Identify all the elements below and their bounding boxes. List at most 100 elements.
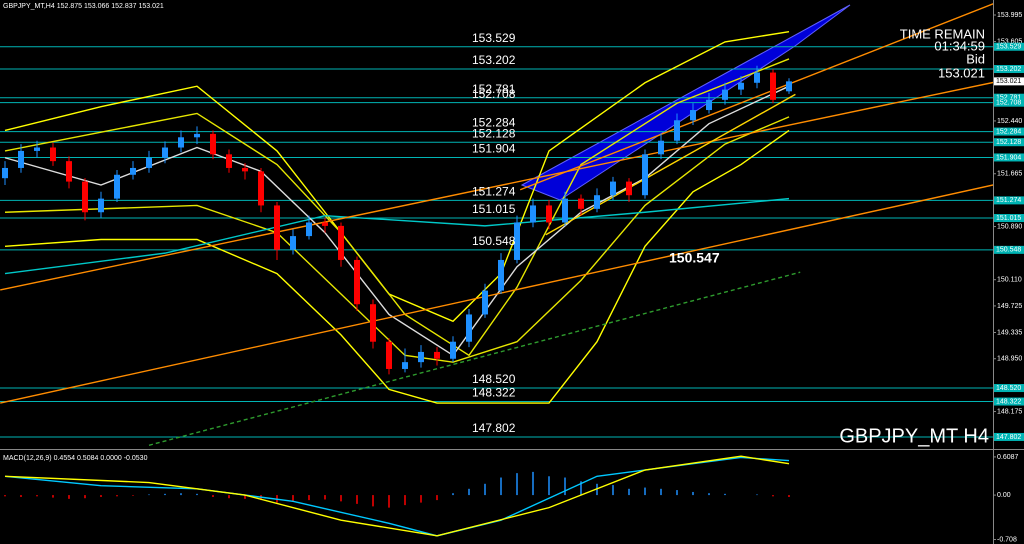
candle-body: [434, 351, 440, 359]
level-axis-box: [994, 384, 1024, 393]
candle-body: [258, 171, 264, 206]
y-tick-label: 148.175: [997, 408, 1022, 415]
price-area: [0, 3, 993, 446]
candle-body: [722, 89, 728, 100]
candle-body: [498, 259, 504, 291]
candle-body: [2, 167, 8, 179]
y-tick-label: 151.665: [997, 171, 1022, 178]
trendline: [0, 81, 993, 291]
candle-body: [562, 198, 568, 223]
candle-body: [578, 198, 584, 209]
price-box: [994, 77, 1024, 86]
macd-line: [4, 455, 790, 537]
level-axis-box: [994, 214, 1024, 223]
level-axis-label: 153.529: [996, 44, 1021, 51]
y-tick-label: 149.335: [997, 329, 1022, 336]
level-axis-label: 148.520: [996, 385, 1021, 392]
candle-body: [658, 140, 664, 155]
indicator-line: [4, 197, 790, 275]
candle-body: [162, 147, 168, 158]
level-axis-box: [994, 432, 1024, 441]
macd-tick-label: 0.00: [997, 492, 1011, 499]
candle-body: [690, 110, 696, 121]
candle-body: [594, 195, 600, 209]
level-axis-label: 153.202: [996, 66, 1021, 73]
candle-body: [242, 167, 248, 172]
candle-body: [450, 341, 456, 359]
candle-body: [738, 82, 744, 90]
level-axis-label: 151.015: [996, 215, 1021, 222]
level-axis-box: [994, 138, 1024, 147]
candle-body: [466, 314, 472, 342]
macd-tick-label: -0.708: [997, 536, 1017, 543]
candle-body: [194, 133, 200, 138]
macd-tick-label: 0.6087: [997, 454, 1019, 461]
candle-body: [706, 99, 712, 111]
indicator-line: [4, 85, 790, 357]
time-remain-label: TIME REMAIN: [900, 26, 985, 41]
candle-body: [418, 351, 424, 363]
trendline: [0, 184, 993, 404]
candle-body: [178, 137, 184, 148]
candle-body: [210, 133, 216, 155]
bid-value: 153.021: [938, 65, 985, 80]
level-axis-label: 147.802: [996, 434, 1021, 441]
candle-body: [50, 147, 56, 162]
time-remain: 01:34:59: [934, 38, 985, 53]
price-annotation: 150.547: [669, 250, 720, 266]
level-label: 151.274: [472, 185, 516, 199]
candle-body: [530, 205, 536, 223]
macd-header: MACD(12,26,9) 0.4554 0.5084 0.0000 -0.05…: [3, 455, 148, 462]
y-tick-label: 149.725: [997, 303, 1022, 310]
level-axis-box: [994, 65, 1024, 74]
symbol-header: GBPJPY_MT,H4 152.875 153.066 152.837 153…: [3, 3, 164, 10]
candle-body: [306, 222, 312, 237]
candle-body: [370, 304, 376, 342]
level-axis-label: 152.284: [996, 128, 1021, 135]
level-axis-box: [994, 42, 1024, 51]
level-label: 151.904: [472, 142, 516, 156]
indicator-line: [4, 58, 790, 357]
candle-body: [146, 157, 152, 168]
level-label: 148.322: [472, 386, 516, 400]
indicator-line: [4, 129, 790, 404]
trendline: [545, 93, 796, 236]
level-axis-label: 148.322: [996, 398, 1021, 405]
level-label: 151.015: [472, 202, 516, 216]
candle-body: [354, 259, 360, 305]
candle-body: [98, 198, 104, 213]
y-tick-label: 153.995: [997, 12, 1022, 19]
level-axis-box: [994, 153, 1024, 162]
trendline: [148, 271, 801, 446]
candle-body: [18, 150, 24, 168]
candle-body: [674, 120, 680, 141]
level-label: 148.520: [472, 372, 516, 386]
level-label: 152.781: [472, 82, 516, 96]
level-axis-box: [994, 196, 1024, 205]
candle-body: [82, 181, 88, 213]
level-label: 153.202: [472, 53, 516, 67]
y-tick-label: 150.890: [997, 223, 1022, 230]
candle-body: [626, 181, 632, 196]
level-axis-box: [994, 397, 1024, 406]
level-axis-label: 152.781: [996, 95, 1021, 102]
level-axis-box: [994, 245, 1024, 254]
y-tick-label: 148.950: [997, 356, 1022, 363]
level-axis-label: 151.904: [996, 154, 1021, 161]
level-label: 152.284: [472, 116, 516, 130]
y-tick-label: 153.605: [997, 38, 1022, 45]
candle-body: [274, 205, 280, 250]
candle-body: [610, 181, 616, 196]
level-axis-box: [994, 127, 1024, 136]
candle-body: [226, 154, 232, 168]
candle-body: [770, 72, 776, 100]
level-axis-label: 152.708: [996, 100, 1021, 107]
level-label: 152.708: [472, 87, 516, 101]
macd-area: [4, 455, 790, 537]
candle-body: [322, 222, 328, 226]
candle-body: [402, 362, 408, 369]
candle-body: [546, 205, 552, 223]
indicator-line: [4, 30, 790, 323]
level-axis-box: [994, 93, 1024, 102]
